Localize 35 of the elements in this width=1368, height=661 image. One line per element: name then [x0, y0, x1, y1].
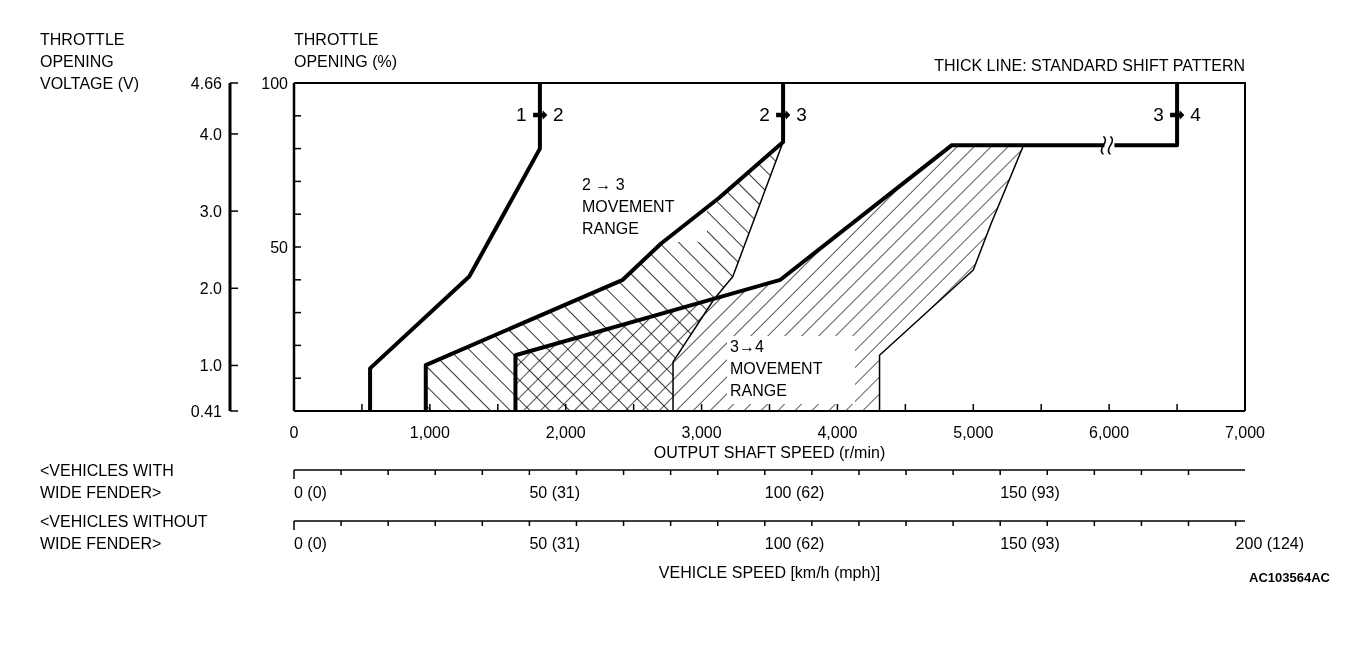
category-label: 50 (31) — [529, 535, 581, 552]
text: <VEHICLES WITHOUT WIDE FENDER> — [40, 513, 208, 552]
text: <VEHICLES WITH WIDE FENDER> — [40, 462, 174, 501]
y-tick-label: 50 — [270, 239, 289, 256]
y2-tick-label: 4.0 — [199, 125, 223, 143]
y-axis-title: THROTTLE OPENING (%) — [294, 31, 398, 70]
x-tick-label: 3,000 — [681, 424, 722, 441]
x-tick-label: 2,000 — [545, 424, 586, 441]
x-tick-label: 0 — [289, 424, 299, 441]
y2-tick-label: 3.0 — [199, 203, 223, 221]
category-label: 100 (62) — [764, 484, 825, 501]
category-label: 100 (62) — [764, 535, 825, 552]
x-tick-label: 1,000 — [409, 424, 450, 441]
series-label: 2 → 3 MOVEMENT RANGE — [582, 176, 675, 237]
x-tick-label: 7,000 — [1224, 424, 1266, 441]
x-tick-label: 4,000 — [817, 424, 858, 441]
category-label: 50 (31) — [529, 484, 581, 501]
y-tick-label: 100 — [261, 75, 289, 92]
y2-tick-label: 4.66 — [190, 75, 223, 92]
text: AC103564AC — [1249, 570, 1331, 585]
x-axis-title: OUTPUT SHAFT SPEED (r/min) — [653, 444, 886, 461]
series-label: 3→4 MOVEMENT RANGE — [730, 338, 823, 399]
category-label: 150 (93) — [1000, 535, 1060, 552]
text: VEHICLE SPEED [km/h (mph)] — [658, 564, 881, 581]
category-label: 0 (0) — [294, 484, 327, 501]
text: THICK LINE: STANDARD SHIFT PATTERN — [934, 57, 1245, 74]
category-label: 150 (93) — [1000, 484, 1060, 501]
x-tick-label: 5,000 — [953, 424, 994, 441]
y2-axis-title: THROTTLE OPENING VOLTAGE (V) — [40, 31, 139, 92]
y2-tick-label: 2.0 — [199, 280, 223, 298]
category-label: 0 (0) — [294, 535, 327, 552]
x-tick-label: 6,000 — [1089, 424, 1130, 441]
y2-tick-label: 0.41 — [190, 403, 223, 420]
y2-tick-label: 1.0 — [199, 357, 223, 375]
category-label: 200 (124) — [1235, 535, 1305, 552]
